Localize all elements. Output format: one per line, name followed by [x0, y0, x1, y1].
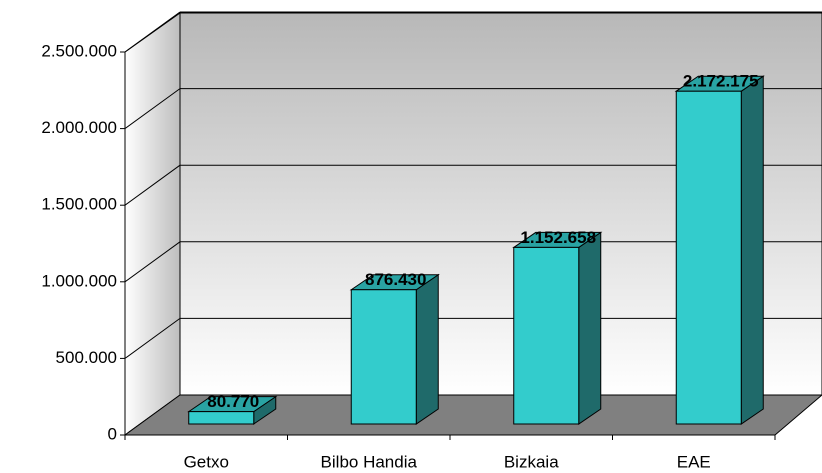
grid-line — [124, 241, 181, 283]
bar — [350, 289, 417, 425]
bar-side — [740, 75, 764, 425]
bar — [513, 246, 580, 425]
value-label: 80.770 — [207, 392, 259, 411]
bar — [188, 411, 255, 425]
x-tick-label: Bilbo Handia — [321, 452, 418, 471]
grid-line — [124, 88, 181, 130]
value-label: 876.430 — [365, 270, 426, 289]
y-tick-label: 1.000.000 — [41, 271, 117, 290]
value-label: 1.152.658 — [520, 228, 596, 247]
side-wall — [124, 12, 181, 436]
y-tick-label: 0 — [108, 424, 117, 443]
grid-line — [124, 11, 181, 53]
x-tick-label: Bizkaia — [504, 452, 559, 471]
value-label: 2.172.175 — [683, 72, 759, 91]
y-tick-label: 2.000.000 — [41, 118, 117, 137]
bar-side — [415, 273, 439, 425]
x-tick-label: EAE — [677, 452, 711, 471]
y-tick-label: 500.000 — [56, 348, 117, 367]
bar-side — [578, 231, 602, 425]
bar — [675, 90, 742, 425]
x-tick-label: Getxo — [184, 452, 229, 471]
y-tick-label: 2.500.000 — [41, 41, 117, 60]
grid-line — [124, 317, 181, 359]
grid-line — [124, 164, 181, 206]
y-tick-label: 1.500.000 — [41, 195, 117, 214]
